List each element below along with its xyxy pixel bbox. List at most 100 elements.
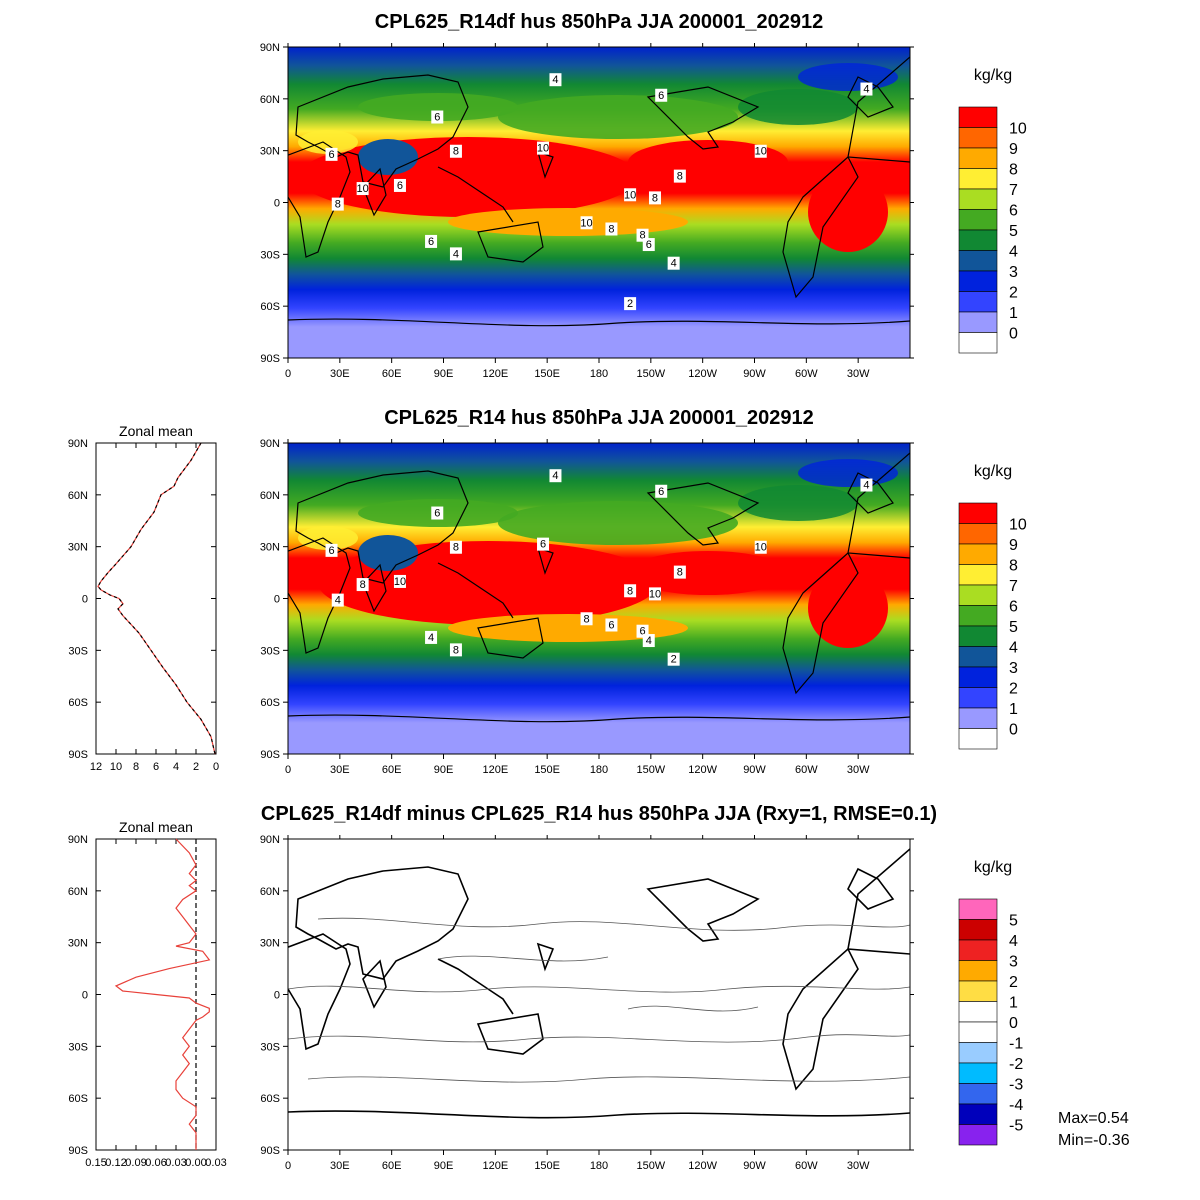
panel2-y-tick-label: 30N (260, 542, 280, 554)
panel1-contour-label: 4 (863, 84, 869, 96)
zonal2-y-tick-label: 30N (68, 938, 88, 950)
zonal1-x-tick-label: 8 (133, 761, 139, 773)
panel3-colorbar-box (958, 1001, 998, 1023)
panel1-contour-label-bg (624, 297, 637, 311)
panel2-contour-label: 6 (608, 619, 614, 631)
panel3-x-tick-label: 150E (534, 1160, 560, 1172)
panel2-x-tick-label: 180 (590, 764, 608, 776)
panel2-contour-label-bg (605, 618, 618, 632)
panel3-colorbar-box (958, 1042, 998, 1064)
panel3-colorbar-box (958, 1083, 998, 1105)
panel1-colorbar-box (958, 291, 998, 313)
panel2-contour-label-bg (624, 584, 637, 598)
zonal2-y-tick-label: 0 (82, 990, 88, 1002)
panel1-x-tick-label: 30E (330, 368, 350, 380)
x-ticks-1: 0 30E 60E 90E 120E 150E 180 150W 120W 90W 60W 30W (285, 43, 870, 380)
panel1-contour-label: 10 (755, 146, 767, 158)
panel1-colorbar-box (958, 209, 998, 231)
panel1-contour-label: 8 (652, 192, 658, 204)
panel3-colorbar-box (958, 960, 998, 982)
panel1-contour-label: 10 (624, 189, 636, 201)
panel2-contour-label: 4 (335, 595, 341, 607)
panel1-y-tick-label: 60S (260, 301, 280, 313)
panel3-x-tick-label: 150W (636, 1160, 665, 1172)
panel1-contour-label: 4 (552, 74, 558, 86)
zonal2-x-tick-label: 0.03 (205, 1157, 226, 1169)
panel3-colorbar-label: -2 (1009, 1056, 1023, 1073)
zonal2-y-tick-label: 90N (68, 834, 88, 846)
zonal1-x-tick-label: 4 (173, 761, 179, 773)
panel2-colorbar-label: 8 (1009, 558, 1018, 575)
panel1-x-tick-label: 120E (482, 368, 508, 380)
y-ticks-2: 90N 60N 30N 0 30S 60S 90S (260, 438, 914, 761)
panel-3: CPL625_R14df minus CPL625_R14 hus 850hPa… (68, 803, 1130, 1172)
panel-2-title: CPL625_R14 hus 850hPa JJA 200001_202912 (384, 407, 814, 429)
panel2-x-tick-label: 30E (330, 764, 350, 776)
panel1-contour-label: 8 (335, 199, 341, 211)
zonal1-x-tick-label: 6 (153, 761, 159, 773)
panel3-x-tick-label: 90W (743, 1160, 766, 1172)
panel2-x-tick-label: 120E (482, 764, 508, 776)
panel2-contour-label-bg (642, 634, 655, 648)
panel2-contour-label-bg (356, 578, 369, 592)
panel1-y-tick-label: 30N (260, 146, 280, 158)
panel1-contour-label: 10 (580, 217, 592, 229)
panel2-colorbar-label: 3 (1009, 660, 1018, 677)
panel3-x-tick-label: 60W (795, 1160, 818, 1172)
panel2-contour-label: 10 (394, 576, 406, 588)
panel3-colorbar-box (958, 1124, 998, 1146)
zonal-mean-title-2: Zonal mean (119, 819, 193, 835)
panel1-contour-label-bg (393, 178, 406, 192)
panel2-contour-label-bg (449, 540, 462, 554)
zonal1-y-tick-label: 30N (68, 542, 88, 554)
panel3-colorbar-box (958, 939, 998, 961)
panel3-x-tick-label: 30W (847, 1160, 870, 1172)
panel1-contour-label: 6 (397, 180, 403, 192)
zonal1-x-tick-label: 10 (110, 761, 122, 773)
zonal1-x-tick-label: 0 (213, 761, 219, 773)
panel3-colorbar-label: -3 (1009, 1077, 1023, 1094)
panel1-contour-label-bg (580, 216, 593, 230)
panel3-colorbar-label: -1 (1009, 1036, 1023, 1053)
panel2-contour-label: 4 (646, 635, 652, 647)
panel1-y-tick-label: 90N (260, 42, 280, 54)
panel2-contour-label: 8 (360, 579, 366, 591)
stat-max: Max=0.54 (1058, 1110, 1129, 1127)
panel1-colorbar-box (958, 106, 998, 128)
panel1-colorbar-label: 8 (1009, 162, 1018, 179)
panel1-x-tick-label: 150W (636, 368, 665, 380)
panel2-contour-label: 6 (658, 486, 664, 498)
panel2-contour-label: 10 (755, 542, 767, 554)
panel1-contour-label: 6 (434, 112, 440, 124)
panel1-contour-label-bg (754, 144, 767, 158)
panel2-contour-label: 8 (453, 644, 459, 656)
panel1-contour-label-bg (642, 238, 655, 252)
panel2-x-tick-label: 90E (434, 764, 454, 776)
zonal-mean-plot-1: 12 10 8 6 4 2 0 90N 60N 30N 0 30S 60S 90S (68, 438, 219, 773)
panel1-y-tick-label: 90S (260, 353, 280, 365)
panel2-x-tick-label: 60W (795, 764, 818, 776)
zonal2-series-1 (114, 838, 211, 1150)
zonal2-y-tick-label: 30S (68, 1041, 88, 1053)
panel2-colorbar-label: 9 (1009, 537, 1018, 554)
panel1-contour-label-bg (449, 144, 462, 158)
panel3-x-tick-label: 90E (434, 1160, 454, 1172)
panel2-contour-label: 2 (671, 654, 677, 666)
panel3-colorbar-box (958, 898, 998, 920)
panel1-contour-label: 4 (453, 248, 459, 260)
panel2-contour-label: 8 (627, 585, 633, 597)
panel2-colorbar-box (958, 625, 998, 647)
panel2-contour-label-bg (325, 543, 338, 557)
panel3-colorbar-box (958, 1062, 998, 1084)
panel1-x-tick-label: 90E (434, 368, 454, 380)
panel1-colorbar-label: 2 (1009, 285, 1018, 302)
map-3 (288, 839, 910, 1150)
panel1-contour-label-bg (325, 147, 338, 161)
panel1-contour-label-bg (356, 182, 369, 196)
x-ticks-2: 0 30E 60E 90E 120E 150E 180 150W 120W 90W 60W 30W (285, 439, 870, 776)
panel2-colorbar-box (958, 502, 998, 524)
panel2-contour-label: 4 (552, 470, 558, 482)
panel2-contour-label-bg (860, 478, 873, 492)
